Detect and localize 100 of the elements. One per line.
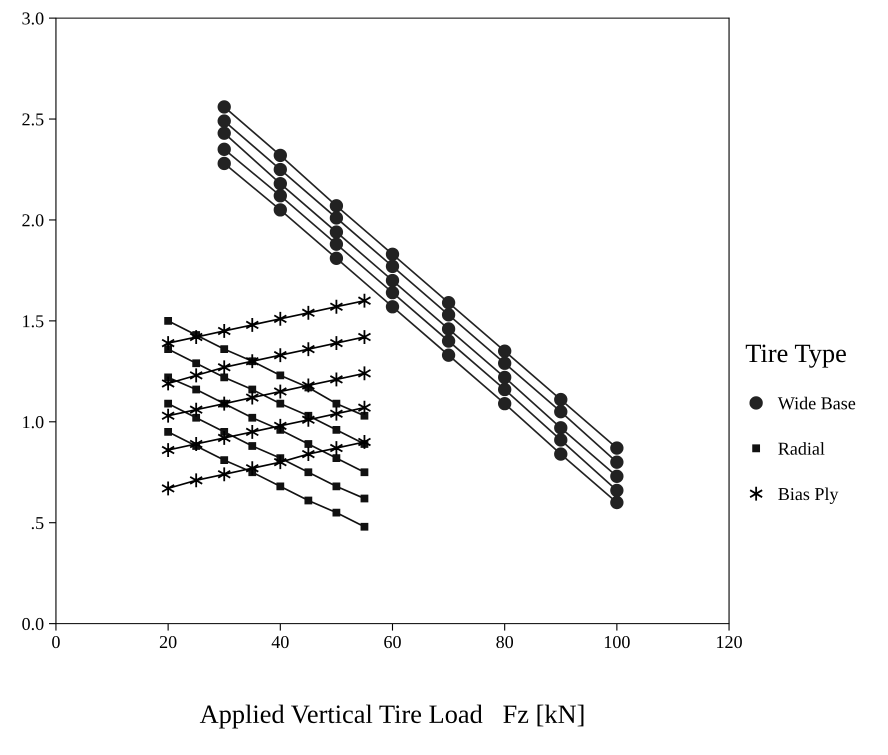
legend-label: Wide Base (778, 396, 856, 410)
point (161, 480, 176, 496)
point (329, 335, 344, 351)
point (220, 456, 228, 464)
point (218, 126, 231, 140)
point (332, 400, 340, 408)
point (358, 366, 372, 382)
point (442, 334, 456, 348)
point (498, 370, 512, 384)
point (192, 386, 200, 394)
point (161, 442, 176, 458)
point (164, 316, 172, 325)
point (301, 412, 316, 428)
x-tick-label: 40 (272, 636, 289, 648)
point (386, 248, 400, 261)
point (360, 522, 368, 531)
point (386, 260, 400, 274)
point (498, 344, 512, 358)
point (442, 348, 456, 362)
x-tick-label: 120 (717, 636, 742, 648)
point (274, 162, 287, 176)
point (248, 414, 256, 422)
point (610, 470, 624, 483)
point (332, 508, 340, 517)
point (218, 142, 231, 156)
point (330, 211, 344, 225)
point (220, 345, 228, 354)
point (274, 148, 287, 162)
point (554, 421, 568, 435)
x-axis-title: Applied Vertical Tire Load Fz [kN] (200, 704, 584, 729)
y-tick-label: 1.0 (23, 416, 44, 428)
y-tick-label: 2.0 (22, 214, 44, 226)
y-tick-label: 0.0 (22, 618, 44, 630)
point (386, 274, 400, 288)
x-tick-label: 80 (496, 636, 514, 648)
point (610, 484, 624, 498)
point (304, 440, 312, 448)
point (276, 371, 284, 380)
point (248, 386, 256, 394)
point (161, 408, 176, 424)
point (274, 176, 287, 190)
point (218, 114, 231, 128)
point (301, 304, 316, 321)
point (358, 400, 372, 416)
point (248, 442, 256, 450)
legend-title: Tire Type (746, 344, 846, 368)
point (192, 359, 200, 368)
point (332, 454, 340, 462)
point (330, 225, 344, 239)
x-tick-label: 0 (52, 636, 60, 648)
point (610, 496, 624, 510)
point (498, 382, 512, 396)
point (161, 376, 176, 392)
point (360, 494, 368, 502)
point (218, 156, 231, 170)
legend-label: Bias Ply (778, 487, 838, 504)
point (218, 100, 231, 114)
point (332, 482, 340, 490)
point (301, 341, 316, 357)
point (498, 356, 512, 370)
point (276, 482, 284, 490)
y-tick-label: 3.0 (22, 12, 44, 25)
point (358, 292, 372, 309)
x-tick-label: 20 (160, 636, 176, 648)
point (329, 372, 344, 388)
point (358, 434, 372, 450)
point (329, 298, 344, 315)
point (386, 300, 400, 314)
point (554, 447, 568, 461)
legend-label: Radial (778, 442, 825, 455)
point (610, 441, 624, 455)
y-tick-label: 2.5 (22, 113, 44, 126)
point (329, 440, 344, 456)
point (301, 446, 316, 462)
point (332, 426, 340, 434)
point (274, 203, 287, 217)
point (276, 400, 284, 408)
point (220, 373, 228, 382)
point (554, 433, 568, 447)
point (360, 468, 368, 476)
x-tick-label: 60 (384, 636, 401, 648)
point (498, 396, 512, 410)
point (610, 455, 624, 469)
point (304, 496, 312, 504)
point (304, 468, 312, 476)
point (554, 405, 568, 418)
point (301, 378, 316, 394)
point (554, 392, 568, 406)
point (330, 252, 344, 265)
point (274, 189, 287, 202)
point (442, 308, 456, 322)
point (386, 286, 400, 300)
point (442, 322, 456, 336)
point (164, 428, 172, 436)
y-tick-label: .5 (32, 517, 44, 530)
point (442, 296, 456, 310)
point (330, 238, 344, 251)
point (329, 406, 344, 422)
point (358, 329, 372, 345)
point (161, 335, 176, 351)
